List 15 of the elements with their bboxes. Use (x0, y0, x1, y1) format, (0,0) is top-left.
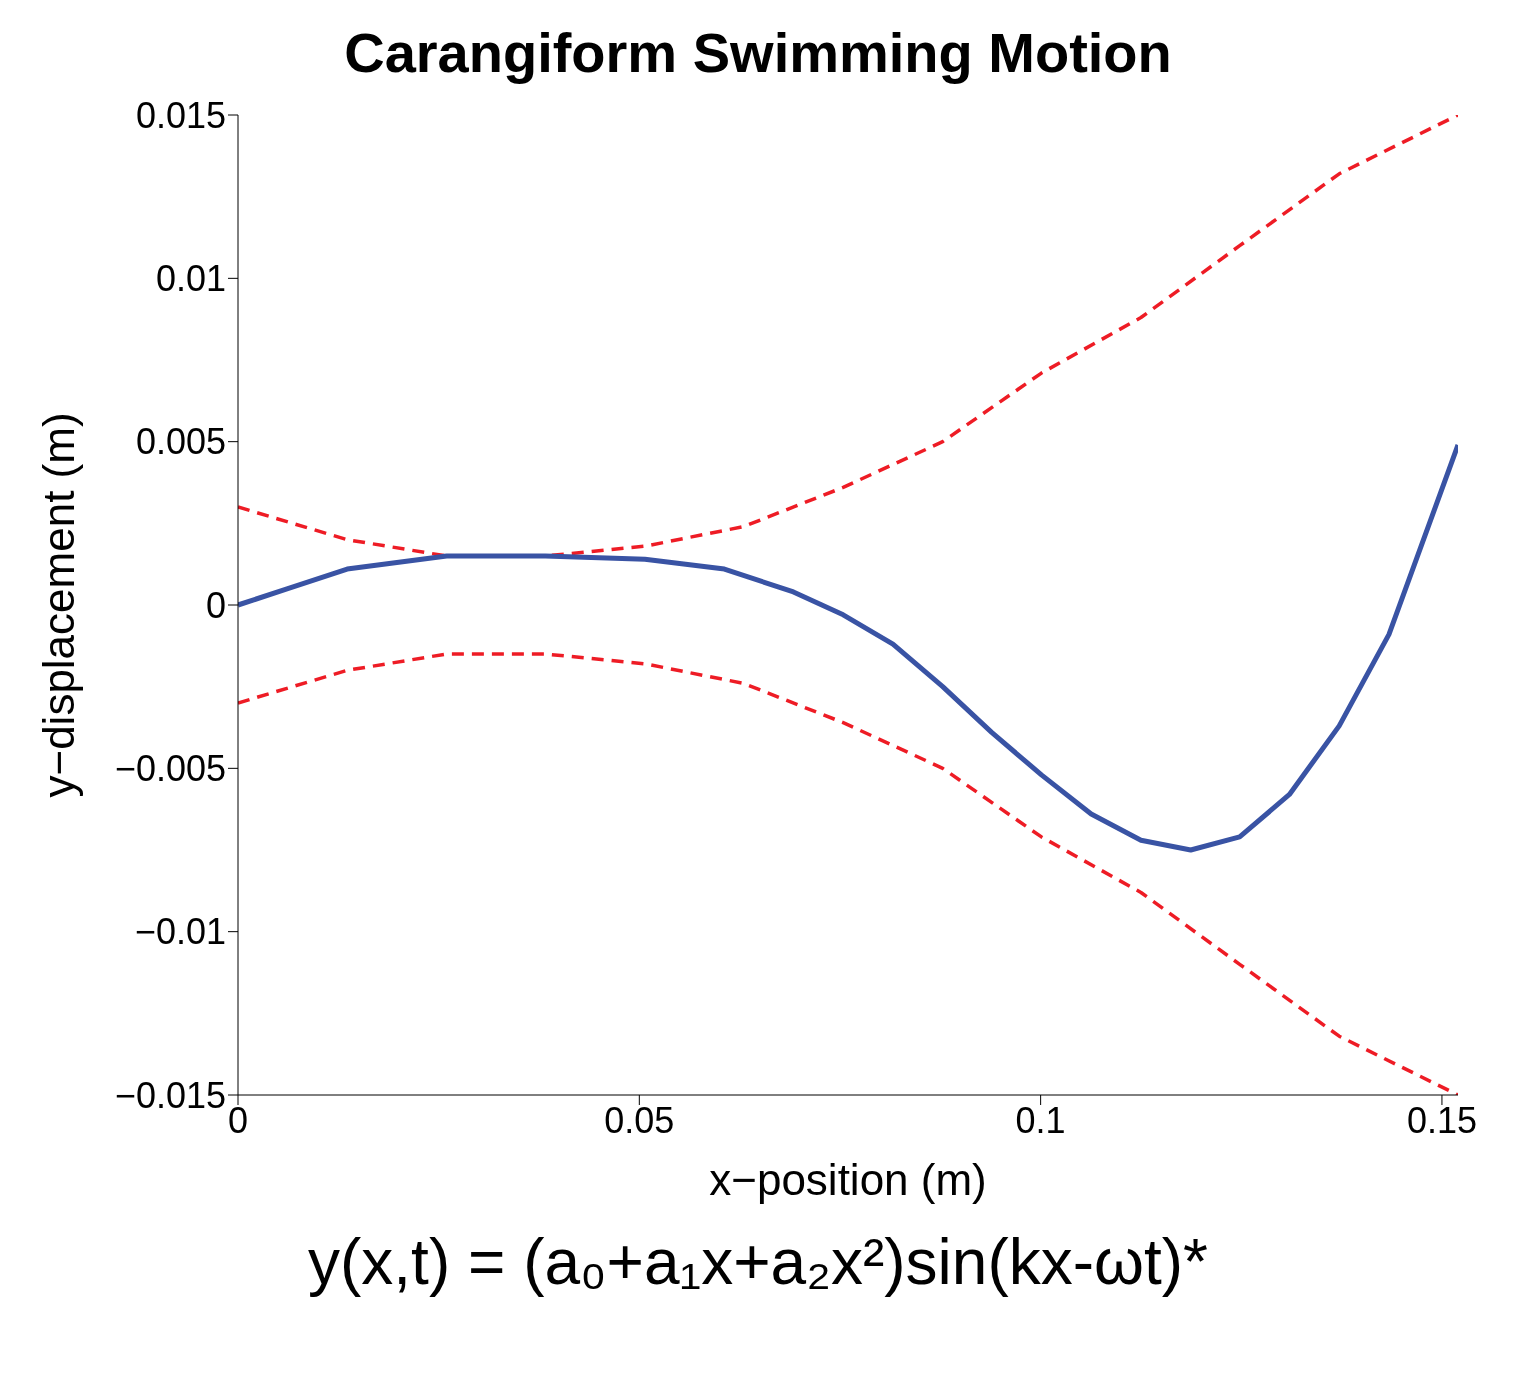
x-axis-title: x−position (m) (709, 1155, 987, 1204)
y-tick-label: 0.015 (135, 94, 226, 136)
y-tick-label: −0.015 (114, 1074, 226, 1116)
y-tick-label: −0.005 (114, 748, 226, 790)
x-tick-label: 0.15 (1406, 1099, 1477, 1141)
y-axis-title: y−displacement (m) (33, 412, 83, 798)
y-tick-label: 0.005 (135, 421, 226, 463)
line-series (238, 115, 1458, 558)
y-tick-label: 0.01 (155, 258, 226, 300)
text: y(x,t) = (a₀+a₁x+a₂x²)sin(kx-ωt)* (307, 1225, 1209, 1299)
y-tick-label: 0 (205, 584, 226, 626)
y-tick-label: −0.01 (134, 911, 226, 953)
x-tick-label: 0.1 (1015, 1099, 1066, 1141)
x-tick-label: 0.05 (604, 1099, 675, 1141)
chart-title: Carangiform Swimming Motion (343, 20, 1173, 85)
